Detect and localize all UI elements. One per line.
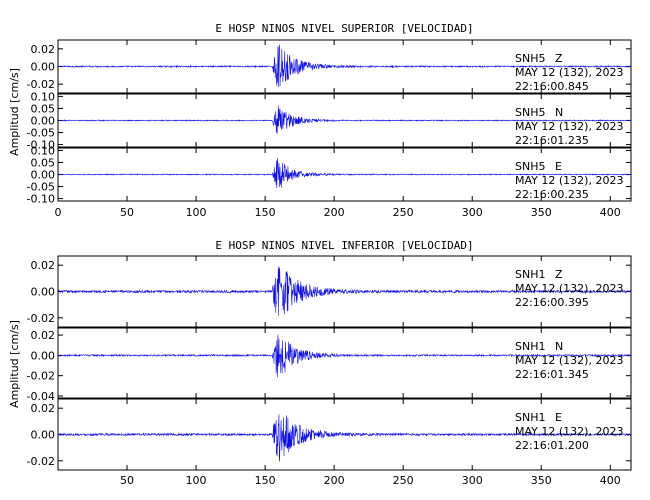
- x-tick-label: 350: [531, 206, 552, 219]
- x-tick-label: 0: [55, 206, 62, 219]
- x-tick-label: 100: [186, 474, 207, 487]
- chart-title: E HOSP NINOS NIVEL INFERIOR [VELOCIDAD]: [215, 239, 473, 252]
- component-label: E: [555, 160, 562, 173]
- component-label: Z: [555, 52, 563, 65]
- y-axis-label: Amplitud [cm/s]: [8, 68, 21, 156]
- y-tick-label: 0.10: [31, 144, 56, 157]
- x-tick-label: 300: [462, 474, 483, 487]
- date-label: MAY 12 (132), 2023: [515, 425, 623, 438]
- time-label: 22:16:01.345: [515, 368, 589, 381]
- y-tick-label: 0.02: [31, 259, 56, 272]
- station-label: SNH5: [515, 160, 545, 173]
- y-tick-label: -0.02: [27, 312, 55, 325]
- x-tick-label: 200: [324, 474, 345, 487]
- x-tick-label: 200: [324, 206, 345, 219]
- date-label: MAY 12 (132), 2023: [515, 354, 623, 367]
- x-tick-label: 250: [393, 474, 414, 487]
- y-tick-label: 0.02: [31, 329, 56, 342]
- seismogram-trace: [57, 158, 632, 188]
- station-label: SNH5: [515, 52, 545, 65]
- y-tick-label: -0.10: [27, 139, 55, 152]
- component-label: Z: [555, 268, 563, 281]
- date-label: MAY 12 (132), 2023: [515, 282, 623, 295]
- y-tick-label: 0.00: [31, 286, 56, 299]
- date-label: MAY 12 (132), 2023: [515, 120, 623, 133]
- y-tick-label: -0.04: [27, 390, 55, 403]
- y-tick-label: 0.02: [31, 402, 56, 415]
- time-label: 22:16:00.845: [515, 80, 589, 93]
- x-tick-label: 250: [393, 206, 414, 219]
- seismogram-trace: [57, 334, 632, 378]
- y-tick-label: -0.02: [27, 78, 55, 91]
- component-label: N: [555, 340, 563, 353]
- seismogram-trace: [57, 266, 632, 316]
- time-label: 22:16:00.235: [515, 188, 589, 201]
- time-label: 22:16:01.200: [515, 439, 589, 452]
- y-tick-label: -0.02: [27, 370, 55, 383]
- x-tick-label: 100: [186, 206, 207, 219]
- station-label: SNH1: [515, 411, 545, 424]
- y-tick-label: -0.10: [27, 193, 55, 206]
- x-tick-label: 150: [255, 474, 276, 487]
- component-label: E: [555, 411, 562, 424]
- y-tick-label: 0.00: [31, 429, 56, 442]
- y-tick-label: 0.00: [31, 61, 56, 74]
- station-label: SNH1: [515, 268, 545, 281]
- date-label: MAY 12 (132), 2023: [515, 174, 623, 187]
- x-tick-label: 400: [600, 474, 621, 487]
- y-tick-label: 0.00: [31, 349, 56, 362]
- station-label: SNH5: [515, 106, 545, 119]
- x-tick-label: 350: [531, 474, 552, 487]
- y-tick-label: 0.05: [31, 102, 56, 115]
- y-tick-label: 0.00: [31, 169, 56, 182]
- y-tick-label: 0.00: [31, 115, 56, 128]
- x-tick-label: 300: [462, 206, 483, 219]
- y-axis-label: Amplitud [cm/s]: [8, 320, 21, 408]
- y-tick-label: -0.05: [27, 181, 55, 194]
- time-label: 22:16:01.235: [515, 134, 589, 147]
- x-tick-label: 150: [255, 206, 276, 219]
- y-tick-label: -0.02: [27, 455, 55, 468]
- x-tick-label: 50: [120, 206, 134, 219]
- chart-title: E HOSP NINOS NIVEL SUPERIOR [VELOCIDAD]: [215, 22, 473, 35]
- seismogram-trace: [57, 44, 632, 88]
- station-label: SNH1: [515, 340, 545, 353]
- y-tick-label: 0.05: [31, 156, 56, 169]
- x-tick-label: 50: [120, 474, 134, 487]
- time-label: 22:16:00.395: [515, 296, 589, 309]
- y-tick-label: 0.02: [31, 43, 56, 56]
- x-tick-label: 400: [600, 206, 621, 219]
- y-tick-label: 0.10: [31, 90, 56, 103]
- y-tick-label: -0.05: [27, 127, 55, 140]
- seismogram-trace: [57, 414, 632, 462]
- panel-frame: [57, 327, 632, 399]
- component-label: N: [555, 106, 563, 119]
- seismogram-trace: [57, 105, 632, 134]
- date-label: MAY 12 (132), 2023: [515, 66, 623, 79]
